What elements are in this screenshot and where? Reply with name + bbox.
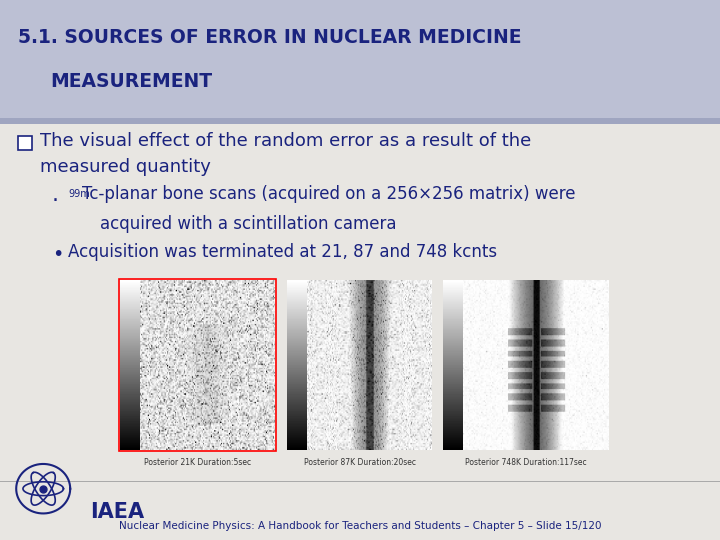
Text: 5.1. SOURCES OF ERROR IN NUCLEAR MEDICINE: 5.1. SOURCES OF ERROR IN NUCLEAR MEDICIN… — [18, 28, 521, 47]
Text: Posterior 748K Duration:117sec: Posterior 748K Duration:117sec — [464, 458, 586, 467]
Bar — [18, 136, 32, 150]
Text: Posterior 21K Duration:5sec: Posterior 21K Duration:5sec — [144, 458, 251, 467]
Text: MEASUREMENT: MEASUREMENT — [50, 72, 212, 91]
Text: •: • — [52, 245, 63, 264]
Bar — [0, 0, 720, 118]
Bar — [0, 118, 720, 124]
Bar — [120, 280, 140, 450]
Bar — [119, 279, 276, 451]
Bar — [443, 280, 463, 450]
Text: measured quantity: measured quantity — [40, 158, 211, 176]
Text: acquired with a scintillation camera: acquired with a scintillation camera — [100, 215, 397, 233]
Text: Acquisition was terminated at 21, 87 and 748 kcnts: Acquisition was terminated at 21, 87 and… — [68, 243, 497, 261]
Text: Posterior 87K Duration:20sec: Posterior 87K Duration:20sec — [304, 458, 415, 467]
Text: ·: · — [52, 191, 59, 211]
Bar — [0, 481, 720, 482]
Text: Nuclear Medicine Physics: A Handbook for Teachers and Students – Chapter 5 – Sli: Nuclear Medicine Physics: A Handbook for… — [119, 521, 601, 531]
Bar — [287, 280, 307, 450]
Text: The visual effect of the random error as a result of the: The visual effect of the random error as… — [40, 132, 531, 150]
Text: IAEA: IAEA — [90, 502, 144, 522]
Bar — [0, 124, 720, 540]
Text: 99m: 99m — [68, 189, 90, 199]
Text: Tc-planar bone scans (acquired on a 256×256 matrix) were: Tc-planar bone scans (acquired on a 256×… — [82, 185, 575, 203]
